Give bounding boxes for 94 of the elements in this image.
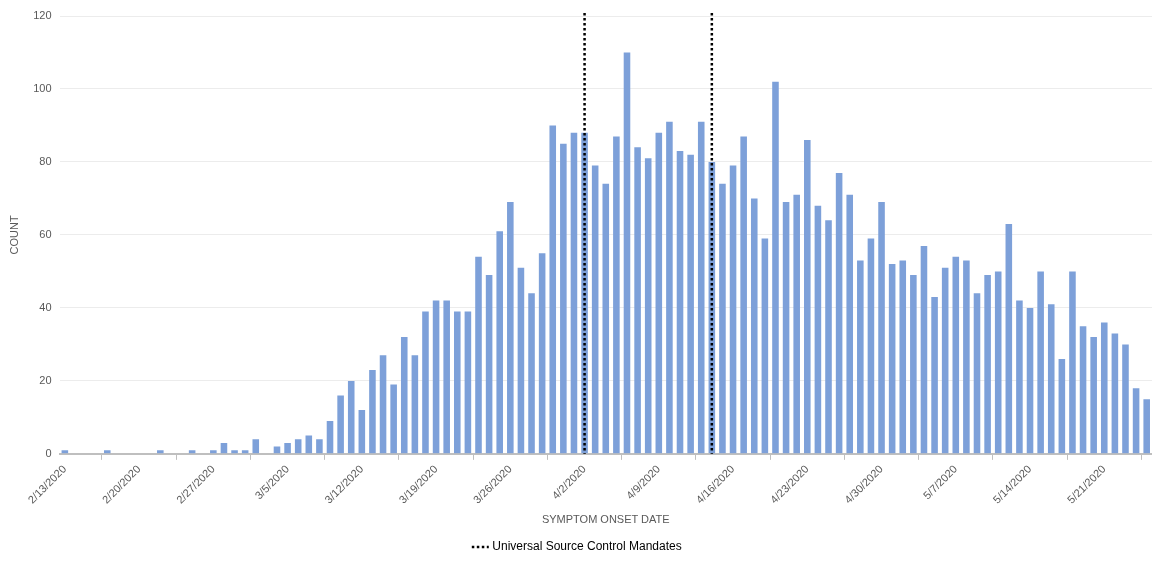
bar (687, 154, 694, 454)
bar (613, 136, 620, 454)
bar (464, 311, 472, 454)
bar (496, 231, 503, 454)
bar (432, 300, 440, 454)
bar (655, 132, 663, 454)
bar (400, 337, 408, 454)
bar (103, 450, 111, 454)
bar (369, 369, 376, 454)
bar (347, 380, 355, 454)
y-tick-label: 80 (39, 154, 52, 167)
bar (1122, 344, 1129, 454)
bar (1079, 326, 1087, 454)
bar (284, 442, 291, 454)
bar (591, 165, 599, 454)
bar (920, 245, 928, 454)
bar (835, 172, 843, 454)
bar (814, 205, 822, 454)
bar (390, 384, 397, 454)
bar (210, 450, 217, 454)
bar (1143, 399, 1150, 454)
bar (507, 202, 514, 454)
bar (963, 260, 970, 454)
bar (358, 410, 366, 454)
x-axis-title: SYMPTOM ONSET DATE (541, 513, 670, 526)
bar (984, 275, 991, 454)
bar (252, 439, 260, 454)
bar (454, 311, 461, 454)
y-tick-label: 120 (33, 9, 52, 22)
bar (697, 121, 705, 454)
bar (528, 293, 535, 454)
bar (952, 256, 960, 454)
bar (941, 267, 949, 454)
bar (867, 238, 875, 454)
bar (1132, 388, 1140, 454)
bar (422, 311, 429, 454)
bar (538, 253, 546, 454)
bar (793, 194, 800, 454)
bar (931, 296, 938, 454)
y-axis-title: COUNT (7, 215, 20, 255)
bar (1016, 300, 1023, 454)
y-tick-label: 0 (45, 446, 52, 459)
bar (231, 450, 238, 454)
bar (485, 275, 493, 454)
bar (857, 260, 864, 454)
y-tick-label: 20 (39, 373, 52, 386)
bar (326, 421, 334, 454)
bar (804, 140, 811, 454)
ref-line-label: Universal Source Control Mandates (492, 539, 682, 554)
y-tick-label: 40 (39, 300, 52, 313)
bar (888, 264, 896, 454)
bar (994, 271, 1002, 454)
bar (294, 439, 302, 454)
bar (676, 151, 684, 454)
bar (1047, 304, 1055, 454)
bar (623, 52, 631, 454)
bar (1005, 223, 1013, 454)
bar (899, 260, 907, 454)
bar (549, 125, 557, 454)
bar (644, 158, 652, 454)
bar (475, 256, 482, 454)
bar (337, 395, 344, 454)
bar (740, 136, 747, 454)
bar (973, 293, 981, 454)
bar (1090, 337, 1097, 454)
bar (379, 355, 387, 454)
bar (157, 450, 164, 454)
bar (878, 202, 885, 454)
y-tick-label: 100 (33, 82, 52, 95)
bar (634, 147, 641, 454)
y-tick-label: 60 (39, 227, 52, 240)
bar (719, 183, 726, 454)
bar (602, 183, 610, 454)
bar (846, 194, 854, 454)
bar (1026, 307, 1034, 454)
bar (517, 267, 525, 454)
bar (825, 220, 832, 454)
bar (1111, 333, 1119, 454)
bar (782, 202, 790, 454)
bar (570, 132, 578, 454)
bar (761, 238, 769, 454)
bar (1037, 271, 1044, 454)
bar (316, 439, 323, 454)
bar (560, 143, 567, 454)
bar (750, 198, 758, 454)
bar (772, 81, 779, 454)
bar (910, 275, 917, 454)
bar (666, 121, 673, 454)
bar (729, 165, 737, 454)
bar (1100, 322, 1108, 454)
bar (411, 355, 419, 454)
bar (1058, 358, 1066, 454)
bar (443, 300, 450, 454)
bar (1069, 271, 1076, 454)
